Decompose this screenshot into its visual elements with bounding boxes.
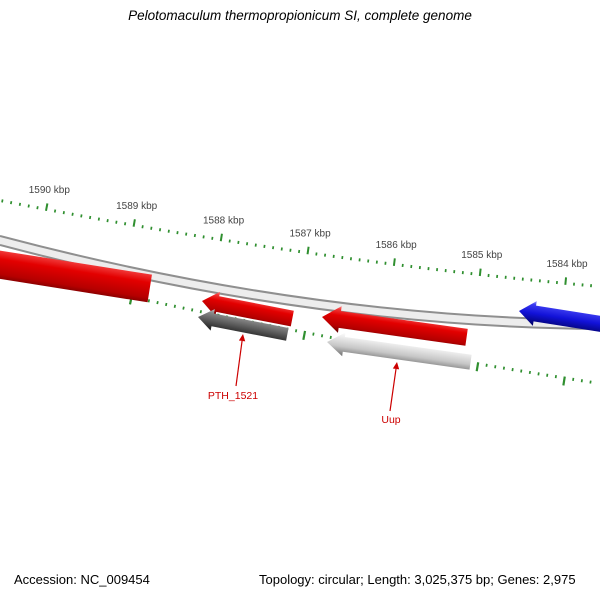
axis-minor-tick	[71, 212, 74, 216]
axis-tick-label: 1584 kbp	[546, 259, 588, 270]
axis-minor-tick	[329, 335, 332, 340]
topology-text: Topology: circular; Length: 3,025,375 bp…	[259, 572, 576, 587]
gene-arrow-uup[interactable]	[325, 330, 472, 374]
axis-minor-tick	[36, 206, 39, 210]
axis-minor-tick	[106, 219, 109, 223]
callout-arrowhead	[392, 362, 400, 370]
axis-minor-tick	[312, 332, 315, 336]
axis-tick-label: 1586 kbp	[376, 240, 418, 251]
axis-major-tick	[132, 219, 136, 227]
axis-minor-tick	[89, 215, 92, 220]
gene-label-uup[interactable]: Uup	[381, 414, 400, 426]
gene-arrow-shape[interactable]	[320, 304, 468, 351]
axis-tick-label: 1585 kbp	[461, 250, 503, 261]
axis-minor-tick	[320, 334, 324, 338]
axis-tick-label: 1589 kbp	[116, 201, 158, 212]
axis-minor-tick	[182, 306, 185, 310]
gene-arrow-shape[interactable]	[196, 306, 290, 345]
axis-minor-tick	[147, 299, 151, 303]
axis-minor-tick	[150, 226, 153, 230]
axis-minor-tick	[18, 202, 22, 206]
callout-line	[235, 340, 243, 387]
axis-major-tick	[564, 277, 568, 285]
axis-minor-tick	[294, 329, 298, 333]
axis-minor-tick	[97, 217, 100, 221]
gene-arrow-1[interactable]	[200, 289, 295, 331]
gene-arrow-0[interactable]	[0, 241, 153, 307]
axis-major-tick	[562, 376, 566, 386]
axis-minor-tick	[156, 300, 159, 305]
gene-label-pth_1521[interactable]: PTH_1521	[208, 390, 258, 402]
axis-tick-label: 1588 kbp	[203, 215, 245, 226]
axis-tick-label: 1587 kbp	[289, 228, 331, 239]
axis-minor-tick	[199, 310, 202, 314]
axis-tick-label: 1590 kbp	[29, 185, 71, 196]
axis-minor-tick	[141, 225, 144, 229]
axis-minor-tick	[191, 308, 194, 312]
gene-arrow-3[interactable]	[320, 304, 468, 351]
axis-minor-tick	[80, 214, 83, 218]
axis-major-tick	[475, 362, 480, 372]
gene-arrow-shape[interactable]	[200, 289, 295, 331]
axis-minor-tick	[62, 211, 65, 215]
genome-backbone-top-edge	[0, 235, 600, 321]
gene-arrow-shape[interactable]	[0, 241, 153, 307]
callout-arrowhead	[238, 334, 246, 342]
axis-minor-tick	[10, 201, 13, 205]
axis-minor-tick	[124, 222, 127, 226]
genome-title: Pelotomaculum thermopropionicum SI, comp…	[128, 8, 472, 23]
axis-minor-tick	[53, 209, 57, 213]
axis-major-tick	[219, 233, 223, 242]
axis-minor-tick	[165, 302, 168, 307]
gene-arrow-5[interactable]	[517, 299, 600, 341]
axis-major-tick	[45, 203, 49, 212]
gene-arrow-pth_1521[interactable]	[196, 306, 290, 345]
axis-major-tick	[392, 258, 396, 266]
gene-arrow-shape[interactable]	[325, 330, 472, 374]
callout-line	[389, 368, 397, 412]
axis-major-tick	[306, 246, 310, 255]
axis-major-tick	[302, 330, 307, 341]
axis-major-tick	[478, 268, 482, 277]
accession-text: Accession: NC_009454	[14, 572, 150, 587]
axis-minor-tick	[115, 220, 118, 224]
gene-arrow-shape[interactable]	[517, 299, 600, 341]
axis-minor-tick	[27, 204, 30, 208]
axis-minor-tick	[173, 304, 177, 308]
axis-minor-tick	[1, 199, 4, 203]
